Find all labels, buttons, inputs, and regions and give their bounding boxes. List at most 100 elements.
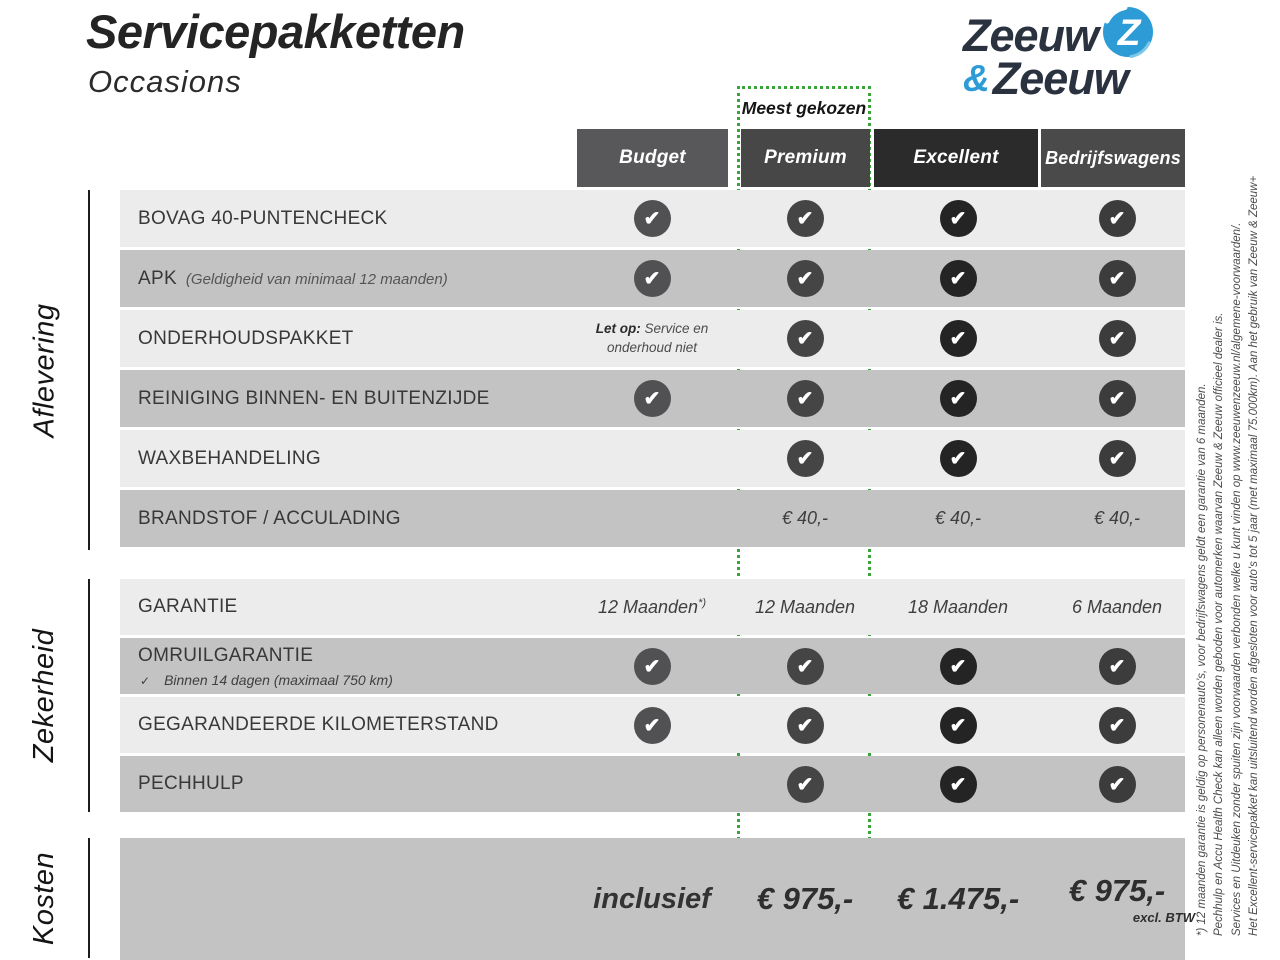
section-label-text: Aflevering xyxy=(28,303,61,437)
row-label-line: BOVAG 40-PUNTENCHECK xyxy=(138,208,388,230)
price-value: € 975,- xyxy=(1068,873,1166,908)
cell-budget xyxy=(572,490,732,547)
cell-bedrijfswagens: ✔ xyxy=(1037,370,1197,427)
price-value: € 975,- xyxy=(756,881,854,916)
most-chosen-label: Meest gekozen xyxy=(741,98,867,118)
row-label-line: BRANDSTOF / ACCULADING xyxy=(138,508,401,530)
row-label-line: ONDERHOUDSPAKKET xyxy=(138,328,354,350)
cell-value: € 40,- xyxy=(934,508,982,528)
row-label-line: REINIGING BINNEN- EN BUITENZIJDE xyxy=(138,388,490,410)
logo-word-2: Zeeuw xyxy=(992,53,1129,104)
check-icon: ✔ xyxy=(1098,440,1136,477)
cell-bedrijfswagens: ✔ xyxy=(1037,190,1197,247)
cell-budget: ✔ xyxy=(572,250,732,307)
cell-budget: ✔ xyxy=(572,697,732,753)
check-icon: ✔ xyxy=(633,260,671,297)
table-row: ONDERHOUDSPAKKET Let op: Service en onderh… xyxy=(120,310,1185,367)
legal-footnote: *) 12 maanden garantie is geldig op pers… xyxy=(1194,128,1263,936)
row-label-line: OMRUILGARANTIE xyxy=(138,645,393,667)
cell-premium: ✔ xyxy=(725,190,885,247)
check-icon: ✔ xyxy=(786,260,824,297)
check-icon: ✔ xyxy=(633,706,671,744)
footnote-line: Het Excellent-servicepakket kan uitsluit… xyxy=(1247,175,1260,936)
section-label-text: Kosten xyxy=(28,851,61,945)
row-label: GEGARANDEERDE KILOMETERSTAND xyxy=(138,714,499,735)
row-label-block: BOVAG 40-PUNTENCHECK xyxy=(138,190,388,247)
row-label: GARANTIE xyxy=(138,596,238,617)
row-label-block: GARANTIE xyxy=(138,579,238,635)
cell-budget: 12 Maanden*) xyxy=(572,579,732,635)
table-row: inclusief € 975,- € 1.475,- € 975,- excl. BT… xyxy=(120,838,1195,960)
cell-premium: ✔ xyxy=(725,370,885,427)
footnote-line: Pechhulp en Accu Health Check kan alleen… xyxy=(1213,312,1226,937)
cell-excellent: ✔ xyxy=(878,190,1038,247)
small-check-icon: ✓ xyxy=(140,673,151,688)
row-label-block: BRANDSTOF / ACCULADING xyxy=(138,490,401,547)
cell-bedrijfswagens: ✔ xyxy=(1037,310,1197,367)
zeeuw-zeeuw-logo: Zeeuw Z & Zeeuw xyxy=(963,4,1156,104)
logo-ampersand: & xyxy=(963,58,990,99)
cell-premium: ✔ xyxy=(725,756,885,812)
check-icon: ✔ xyxy=(1098,260,1136,297)
row-label: BOVAG 40-PUNTENCHECK xyxy=(138,207,388,229)
row-subnote: ✓ Binnen 14 dagen (maximaal 750 km) xyxy=(140,671,393,688)
row-label: PECHHULP xyxy=(138,773,244,794)
cell-excellent: ✔ xyxy=(878,638,1038,694)
table-row: BRANDSTOF / ACCULADING € 40,- € 40,- € 40,- xyxy=(120,490,1185,547)
cell-excellent: ✔ xyxy=(878,370,1038,427)
cell-premium: € 40,- xyxy=(725,490,885,547)
section-rows-zekerheid: GARANTIE 12 Maanden*) 12 Maanden 18 Maanden… xyxy=(120,579,1185,815)
cell-bedrijfswagens: ✔ xyxy=(1037,756,1197,812)
cell-bedrijfswagens: € 40,- xyxy=(1037,490,1197,547)
row-label-line: GEGARANDEERDE KILOMETERSTAND xyxy=(138,714,499,736)
cell-excellent: ✔ xyxy=(878,430,1038,487)
footnote-line: *) 12 maanden garantie is geldig op pers… xyxy=(1196,383,1208,936)
cell-excellent: 18 Maanden xyxy=(878,579,1038,635)
page-title: Servicepakketten xyxy=(86,5,465,58)
page-subtitle: Occasions xyxy=(88,64,242,99)
row-label-line: WAXBEHANDELING xyxy=(138,448,321,470)
cell-budget: ✔ xyxy=(572,638,732,694)
cell-premium: € 975,- xyxy=(725,838,885,960)
cell-excellent: € 1.475,- xyxy=(878,838,1038,960)
table-row: GARANTIE 12 Maanden*) 12 Maanden 18 Maanden… xyxy=(120,579,1185,635)
logo-z-swoosh-icon: Z xyxy=(1100,4,1156,64)
cell-excellent: ✔ xyxy=(878,310,1038,367)
row-label-line: PECHHULP xyxy=(138,773,244,795)
row-label-block: APK (Geldigheid van minimaal 12 maanden) xyxy=(138,250,448,307)
row-label: OMRUILGARANTIE xyxy=(138,644,314,666)
table-row: PECHHULP ✔ ✔ ✔ xyxy=(120,756,1185,812)
table-row: APK (Geldigheid van minimaal 12 maanden) ✔… xyxy=(120,250,1185,307)
cell-excellent: ✔ xyxy=(878,697,1038,753)
table-row: REINIGING BINNEN- EN BUITENZIJDE ✔ ✔ ✔ ✔ xyxy=(120,370,1185,427)
check-icon: ✔ xyxy=(939,320,977,357)
cell-premium: ✔ xyxy=(725,250,885,307)
row-label-block: OMRUILGARANTIE ✓ Binnen 14 dagen (maximaal… xyxy=(138,638,393,694)
cell-premium: ✔ xyxy=(725,638,885,694)
cell-budget xyxy=(572,756,732,812)
section-rows-kosten: inclusief € 975,- € 1.475,- € 975,- excl. BT… xyxy=(120,838,1195,960)
section-divider-kosten xyxy=(88,838,90,958)
cell-bedrijfswagens: ✔ xyxy=(1037,430,1197,487)
section-label-zekerheid: Zekerheid xyxy=(6,579,84,812)
row-label-block: PECHHULP xyxy=(138,756,244,812)
row-label: APK xyxy=(138,267,177,289)
check-icon: ✔ xyxy=(939,200,977,237)
table-row: BOVAG 40-PUNTENCHECK ✔ ✔ ✔ ✔ xyxy=(120,190,1185,247)
section-label-aflevering: Aflevering xyxy=(6,190,84,550)
column-header-budget: Budget xyxy=(577,129,728,187)
section-divider-zekerheid xyxy=(88,579,90,812)
check-icon: ✔ xyxy=(1098,765,1136,803)
cell-bedrijfswagens: 6 Maanden xyxy=(1037,579,1197,635)
cell-bedrijfswagens: ✔ xyxy=(1037,697,1197,753)
check-icon: ✔ xyxy=(1098,706,1136,744)
cell-note: Let op: Service en onderhoud niet xyxy=(595,321,709,355)
cell-budget xyxy=(572,430,732,487)
check-icon: ✔ xyxy=(786,320,824,357)
cell-value: € 40,- xyxy=(781,508,829,528)
section-divider-aflevering xyxy=(88,190,90,550)
price-value: inclusief xyxy=(593,882,711,915)
row-label-block: REINIGING BINNEN- EN BUITENZIJDE xyxy=(138,370,490,427)
column-header-premium: Premium xyxy=(741,129,870,187)
